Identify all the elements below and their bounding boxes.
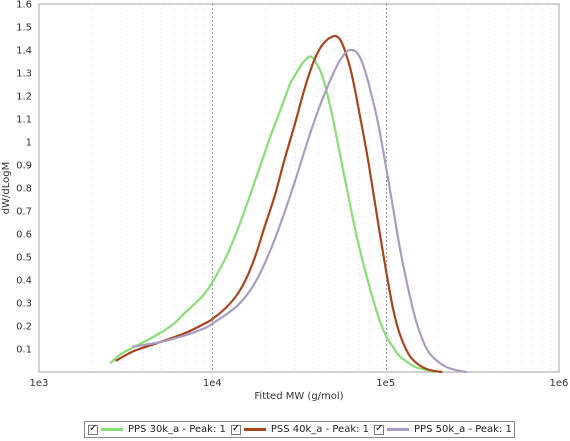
series-line-2 <box>115 34 443 374</box>
legend-item-2: PSS 40k_a - Peak: 1 <box>228 422 371 437</box>
chart: 0.1 0.2 0.3 0.4 0.5 0.6 0.7 0.8 0.9 1 1.1 1.2 1.3 1.4… <box>1 0 569 402</box>
y-tick-label: 1.5 <box>16 23 32 34</box>
series-line-1 <box>109 55 436 374</box>
y-tick-label: 0.2 <box>16 322 32 333</box>
plot-area <box>38 3 560 373</box>
x-axis-title: Fitted MW (g/mol) <box>254 391 343 402</box>
y-tick-label: 1.4 <box>16 46 32 57</box>
y-axis-title: dW/dLogM <box>1 162 12 214</box>
legend-item-3: PPS 50k_a - Peak: 1 <box>371 422 514 437</box>
series-group <box>109 34 467 374</box>
y-tick-label: 1.3 <box>16 69 32 80</box>
y-tick-label: 0.5 <box>16 253 32 264</box>
y-tick-label: 1.6 <box>16 0 32 11</box>
legend-label-2: PSS 40k_a - Peak: 1 <box>270 424 370 435</box>
y-tick-label: 1.1 <box>16 115 32 126</box>
legend: PPS 30k_a - Peak: 1 PSS 40k_a - Peak: 1 PP… <box>84 421 515 438</box>
legend-swatch-3 <box>387 428 410 431</box>
legend-item-1: PPS 30k_a - Peak: 1 <box>85 422 228 437</box>
y-tick-labels: 0.1 0.2 0.3 0.4 0.5 0.6 0.7 0.8 0.9 1 1.1 1.2 1.3 1.4… <box>16 0 32 356</box>
series-line-3 <box>132 48 467 374</box>
y-tick-label: 0.3 <box>16 299 32 310</box>
x-tick-label: 1e5 <box>376 378 395 389</box>
x-tick-label: 1e3 <box>30 378 49 389</box>
y-tick-label: 0.4 <box>16 276 32 287</box>
legend-checkbox-1[interactable] <box>88 423 98 435</box>
y-tick-label: 1 <box>26 138 32 149</box>
legend-swatch-2 <box>243 428 266 431</box>
y-tick-label: 0.1 <box>16 345 32 356</box>
legend-swatch-1 <box>101 428 123 431</box>
y-tick-label: 0.8 <box>16 184 32 195</box>
y-tick-label: 1.2 <box>16 92 32 103</box>
x-tick-label: 1e4 <box>203 378 222 389</box>
y-tick-label: 0.9 <box>16 161 32 172</box>
legend-label-1: PPS 30k_a - Peak: 1 <box>128 424 226 435</box>
legend-label-3: PPS 50k_a - Peak: 1 <box>414 424 512 435</box>
legend-checkbox-2[interactable] <box>230 423 241 435</box>
legend-checkbox-3[interactable] <box>374 423 385 435</box>
x-tick-label: 1e6 <box>550 378 569 389</box>
x-tick-labels: 1e3 1e4 1e5 1e6 <box>30 378 569 389</box>
y-tick-label: 0.6 <box>16 230 32 241</box>
y-tick-label: 0.7 <box>16 207 32 218</box>
